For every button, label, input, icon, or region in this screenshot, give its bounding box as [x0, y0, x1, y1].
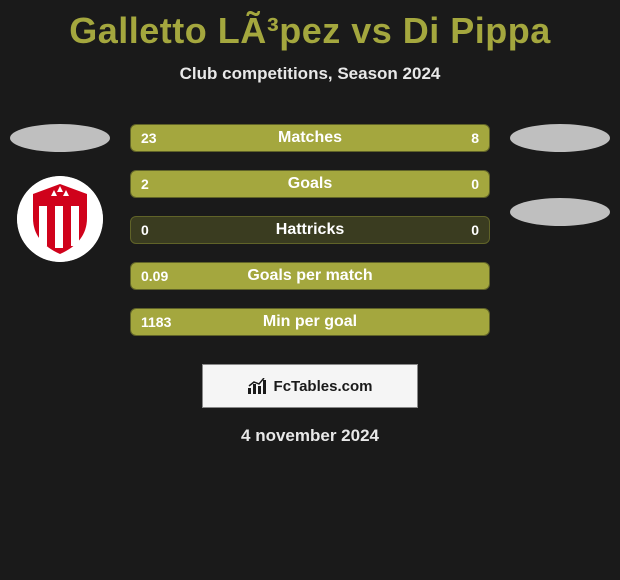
stat-bars: 23 Matches 8 2 Goals 0 0 Hattricks 0 — [130, 124, 490, 336]
stat-label: Hattricks — [276, 221, 344, 239]
stat-value-left: 0 — [141, 222, 149, 238]
brand-text: FcTables.com — [274, 378, 373, 395]
stat-value-left: 1183 — [141, 314, 171, 330]
player-photo-placeholder — [10, 124, 110, 152]
comparison-card: Galletto LÃ³pez vs Di Pippa Club competi… — [0, 0, 620, 446]
stat-value-left: 23 — [141, 130, 157, 146]
bar-chart-icon — [248, 378, 268, 394]
right-player-column — [510, 124, 610, 250]
stat-value-left: 2 — [141, 176, 149, 192]
stat-label: Min per goal — [263, 313, 357, 331]
stats-area: 23 Matches 8 2 Goals 0 0 Hattricks 0 — [0, 124, 620, 336]
stat-bar: 2 Goals 0 — [130, 170, 490, 198]
left-player-column — [10, 124, 110, 262]
date-label: 4 november 2024 — [0, 426, 620, 446]
stat-label: Matches — [278, 129, 342, 147]
subtitle: Club competitions, Season 2024 — [0, 64, 620, 84]
stat-bar: 1183 Min per goal — [130, 308, 490, 336]
page-title: Galletto LÃ³pez vs Di Pippa — [0, 0, 620, 52]
shield-icon — [17, 176, 103, 262]
player-photo-placeholder — [510, 124, 610, 152]
stat-bar: 23 Matches 8 — [130, 124, 490, 152]
club-badge-placeholder — [510, 198, 610, 226]
club-badge-left — [17, 176, 103, 262]
stat-bar: 0 Hattricks 0 — [130, 216, 490, 244]
stat-value-right: 8 — [471, 130, 479, 146]
stat-bar: 0.09 Goals per match — [130, 262, 490, 290]
stat-label: Goals — [288, 175, 332, 193]
stat-value-right: 0 — [471, 176, 479, 192]
stat-value-left: 0.09 — [141, 268, 168, 284]
stat-label: Goals per match — [247, 267, 372, 285]
stat-value-right: 0 — [471, 222, 479, 238]
brand-watermark: FcTables.com — [202, 364, 418, 408]
bar-fill-left — [131, 125, 396, 151]
